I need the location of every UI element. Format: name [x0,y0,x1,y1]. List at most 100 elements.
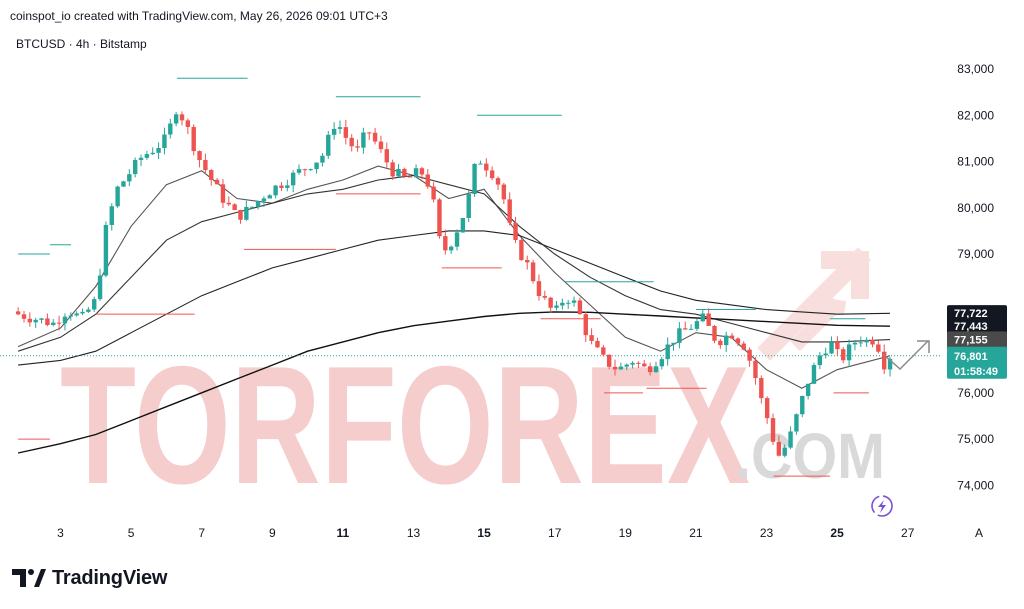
candle-body [718,340,723,346]
candle-body [852,342,858,345]
candle-body [530,262,536,282]
candle-body [536,281,542,297]
time-tick-label: 7 [198,526,205,540]
candle-body [203,160,208,171]
candle-body [156,147,161,153]
price-tick-label: 82,000 [957,108,994,122]
candle-body [595,340,600,348]
candle-body [846,344,852,361]
price-badge [947,346,1007,379]
candle-body [138,157,144,160]
price-tick-label: 83,000 [957,62,994,76]
candle-body [566,302,571,304]
moving-average-line [17,311,891,454]
candle-body [413,168,419,178]
candle-body [232,204,237,210]
candle-body [858,342,863,344]
candle-body [97,275,103,300]
candle-body [554,305,559,308]
price-badge-label: 76,801 [954,351,988,363]
candle-body [618,366,624,370]
pivot-lines [18,77,869,477]
candle-body [525,259,530,263]
price-badge [947,331,1007,348]
candle-body [80,311,85,314]
time-tick-label: 9 [269,526,276,540]
price-tick-label: 81,000 [957,155,994,169]
candle-body [659,359,665,367]
candle-body [624,364,629,367]
candle-body [612,366,618,370]
candle-body [454,232,460,247]
price-axis[interactable]: 83,000 82,000 81,000 80,000 79,000 76,000 75,0… [957,62,994,492]
price-badge [947,305,1007,322]
candle-body [220,184,226,203]
candle-body [823,353,828,356]
price-chart[interactable]: TORFOREX .COM BTCUSD · 4h · Bitstamp 83,… [0,28,1024,552]
candle-body [782,447,787,456]
candle-body [209,170,214,180]
candle-body [51,322,56,326]
candle-body [431,186,436,200]
candle-body [466,193,471,219]
time-tick-label: 13 [407,526,421,540]
candle-body [747,349,752,361]
candle-body [144,154,150,158]
candle-body [794,414,799,432]
candle-body [127,174,132,182]
candle-body [589,335,594,341]
lightning-icon[interactable] [871,495,893,517]
candle-body [290,172,296,186]
candle-body [355,146,360,148]
candle-body [238,209,243,220]
candle-body [881,351,887,370]
torforex-watermark: TORFOREX .COM [60,247,885,519]
time-tick-label: 11 [337,526,350,540]
candle-body [671,342,676,345]
countdown-label: 01:58:49 [954,366,998,378]
tradingview-footer[interactable]: TradingView [12,566,167,590]
candle-body [700,313,705,322]
candle-body [817,355,823,366]
time-tick-label: 5 [128,526,135,540]
tradingview-logo-icon [12,569,46,587]
time-tick-label: 21 [689,526,703,540]
candle-body [741,343,746,350]
candle-body [548,297,553,308]
candle-body [214,179,220,185]
candle-body [788,431,793,448]
time-tick-label: 25 [830,526,844,540]
candle-body [712,325,717,341]
price-tick-label: 79,000 [957,247,994,261]
candle-body [542,296,547,298]
auto-scale-button[interactable]: A [975,526,983,540]
time-tick-label: 15 [477,526,491,540]
candle-body [74,313,79,316]
time-axis[interactable]: 3 5 7 9 11 13 15 17 19 21 23 25 27 [57,526,915,540]
time-tick-label: 27 [901,526,915,540]
candle-body [21,314,27,319]
candle-body [132,159,138,175]
candle-body [460,218,466,233]
candle-body [688,328,694,330]
candle-body [326,134,331,156]
candle-body [378,141,384,150]
candle-body [337,127,343,129]
candle-body [109,206,114,225]
candle-body [513,222,518,241]
candle-body [811,365,817,384]
price-tick-label: 75,000 [957,432,994,446]
candle-body [367,132,372,134]
candle-body [92,299,97,310]
candlesticks [15,111,893,458]
candle-body [45,318,50,326]
candle-body [577,300,583,315]
candle-body [870,339,875,345]
candle-body [560,302,565,306]
candle-body [308,169,313,171]
candle-body [706,313,711,326]
candle-body [408,176,413,178]
candle-body [583,314,588,336]
candle-body [185,120,191,127]
